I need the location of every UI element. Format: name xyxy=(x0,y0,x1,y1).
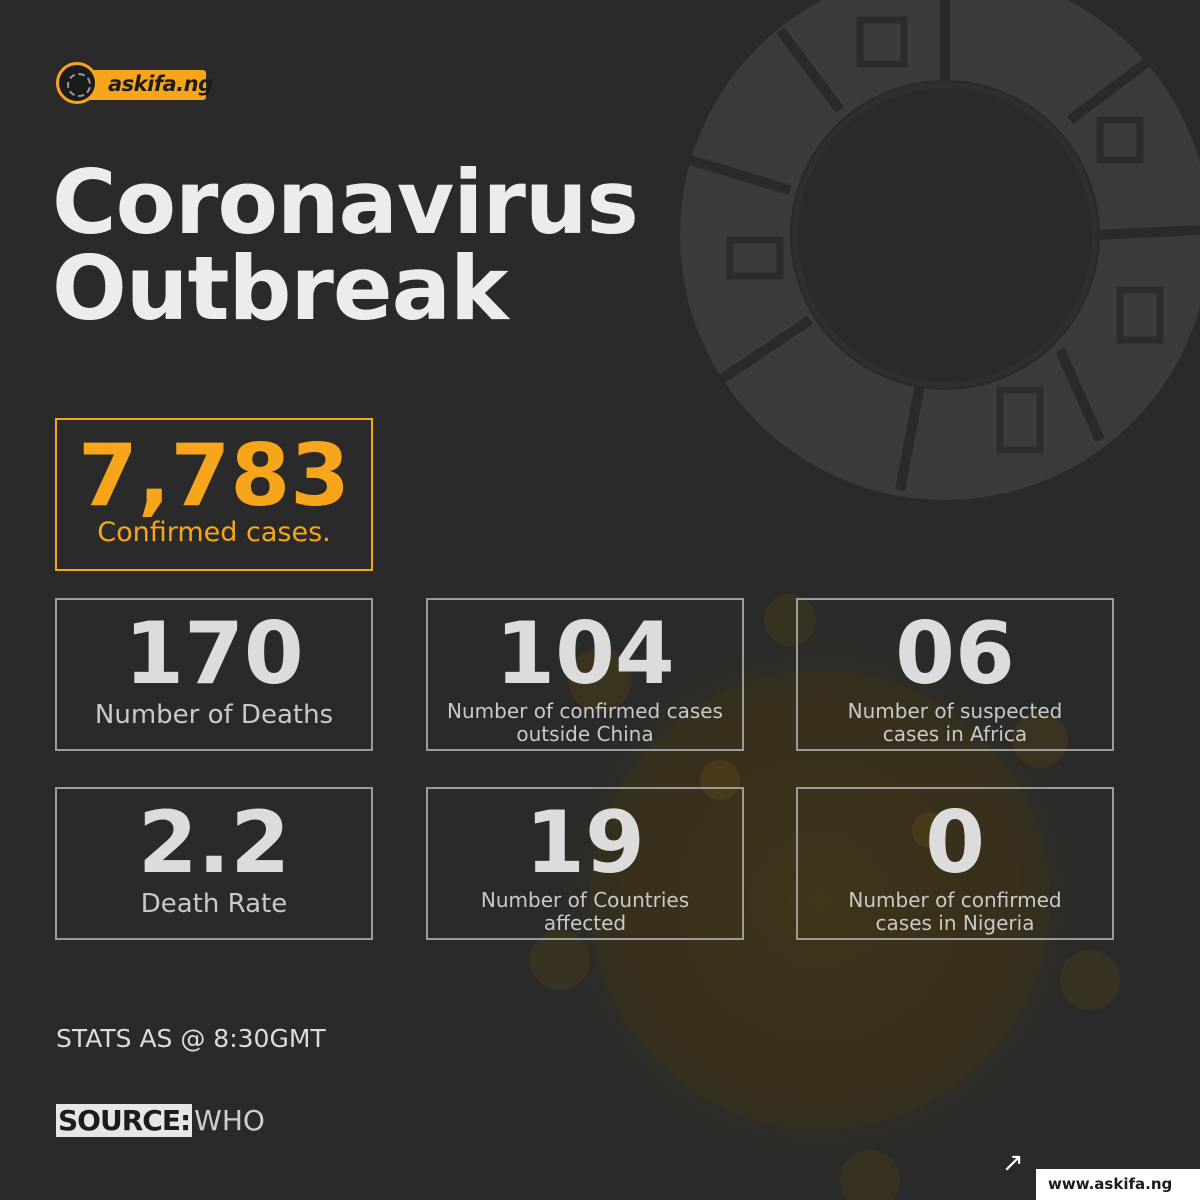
death-rate-value: 2.2 xyxy=(137,793,291,893)
deaths-value: 170 xyxy=(124,604,304,704)
outside-china-value: 104 xyxy=(495,604,675,704)
ring-pattern xyxy=(680,0,1200,500)
nigeria-value: 0 xyxy=(925,793,985,893)
askifa-logo: askifa.ng xyxy=(56,62,213,106)
nigeria-label-2: cases in Nigeria xyxy=(875,911,1035,935)
title-line-1: Coronavirus xyxy=(52,151,639,254)
arrow-up-right-icon: ↗ xyxy=(1002,1148,1024,1178)
nigeria-card: 0 Number of confirmed cases in Nigeria xyxy=(796,787,1114,940)
countries-label-1: Number of Countries xyxy=(480,888,690,912)
countries-value: 19 xyxy=(525,793,645,893)
confirmed-cases-value: 7,783 xyxy=(77,426,351,526)
death-rate-label: Death Rate xyxy=(140,889,288,919)
death-rate-card: 2.2 Death Rate xyxy=(55,787,373,940)
logo-seal-icon xyxy=(56,62,98,104)
countries-label-2: affected xyxy=(543,911,627,935)
outside-china-label-1: Number of confirmed cases xyxy=(447,699,723,723)
source-line: SOURCE: WHO xyxy=(56,1104,265,1137)
suspected-africa-label-2: cases in Africa xyxy=(882,722,1028,746)
source-label: SOURCE: xyxy=(56,1104,193,1137)
countries-card: 19 Number of Countries affected xyxy=(426,787,744,940)
outside-china-label-2: outside China xyxy=(516,722,654,746)
outside-china-card: 104 Number of confirmed cases outside Ch… xyxy=(426,598,744,751)
logo-brand-text: askifa.ng xyxy=(108,72,213,96)
deaths-label: Number of Deaths xyxy=(94,700,334,730)
confirmed-cases-label: Confirmed cases. xyxy=(97,517,331,548)
page-title: Coronavirus Outbreak xyxy=(52,159,639,333)
source-value: WHO xyxy=(194,1104,265,1137)
confirmed-cases-card: 7,783 Confirmed cases. xyxy=(55,418,373,571)
nigeria-label-1: Number of confirmed xyxy=(848,888,1062,912)
suspected-africa-value: 06 xyxy=(895,604,1015,704)
suspected-africa-label-1: Number of suspected xyxy=(847,699,1063,723)
stats-timestamp: STATS AS @ 8:30GMT xyxy=(56,1024,326,1053)
deaths-card: 170 Number of Deaths xyxy=(55,598,373,751)
title-line-2: Outbreak xyxy=(52,237,509,340)
suspected-africa-card: 06 Number of suspected cases in Africa xyxy=(796,598,1114,751)
website-url[interactable]: www.askifa.ng xyxy=(1036,1169,1200,1200)
